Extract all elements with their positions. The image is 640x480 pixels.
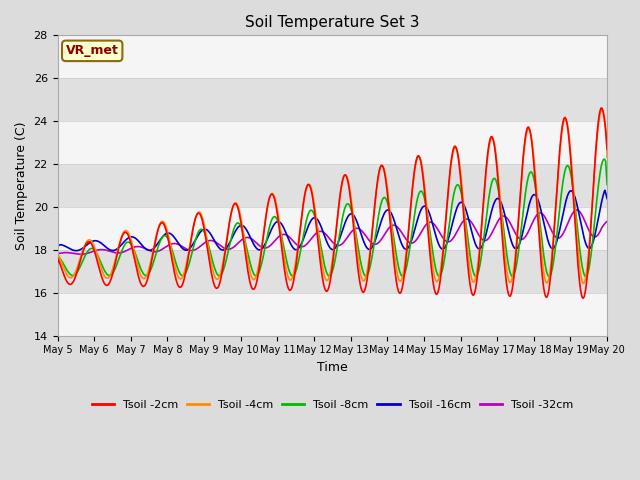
Tsoil -8cm (600, 156, 608, 162)
Tsoil -4cm (63, 273, 71, 278)
Tsoil -32cm (604, 218, 611, 224)
Tsoil -8cm (399, 273, 407, 279)
Tsoil -2cm (415, 154, 423, 159)
Line: Tsoil -2cm: Tsoil -2cm (58, 108, 607, 298)
Tsoil -4cm (176, 276, 184, 282)
Tsoil -8cm (582, 274, 589, 279)
Tsoil -2cm (580, 295, 588, 301)
Bar (58, 121, 607, 164)
Tsoil -16cm (400, 245, 408, 251)
Tsoil -8cm (63, 268, 71, 274)
Tsoil -4cm (54, 254, 61, 260)
Tsoil -8cm (415, 191, 423, 196)
Tsoil -4cm (120, 229, 128, 235)
Title: Soil Temperature Set 3: Soil Temperature Set 3 (245, 15, 420, 30)
Tsoil -16cm (206, 230, 214, 236)
Tsoil -32cm (77, 252, 85, 257)
Tsoil -32cm (416, 232, 424, 238)
Bar (58, 36, 607, 78)
Tsoil -8cm (205, 244, 212, 250)
X-axis label: Time: Time (317, 361, 348, 374)
Tsoil -16cm (54, 243, 61, 249)
Tsoil -4cm (399, 272, 407, 277)
Line: Tsoil -4cm: Tsoil -4cm (58, 110, 607, 283)
Tsoil -16cm (63, 244, 71, 250)
Tsoil -4cm (604, 155, 611, 160)
Tsoil -2cm (54, 260, 61, 265)
Tsoil -32cm (63, 250, 71, 255)
Tsoil -32cm (400, 233, 408, 239)
Tsoil -2cm (598, 105, 605, 111)
Tsoil -16cm (121, 238, 129, 244)
Tsoil -32cm (54, 251, 61, 256)
Tsoil -8cm (54, 257, 61, 263)
Tsoil -16cm (601, 188, 609, 193)
Line: Tsoil -16cm: Tsoil -16cm (58, 191, 607, 251)
Tsoil -4cm (580, 280, 588, 286)
Tsoil -32cm (206, 238, 214, 243)
Tsoil -2cm (399, 281, 407, 287)
Tsoil -4cm (598, 107, 605, 113)
Tsoil -8cm (604, 182, 611, 188)
Tsoil -2cm (120, 230, 128, 236)
Tsoil -4cm (205, 247, 212, 253)
Tsoil -16cm (72, 248, 80, 253)
Line: Tsoil -32cm: Tsoil -32cm (58, 210, 607, 254)
Tsoil -32cm (573, 207, 580, 213)
Tsoil -2cm (176, 285, 184, 290)
Tsoil -4cm (415, 154, 423, 159)
Line: Tsoil -8cm: Tsoil -8cm (58, 159, 607, 276)
Bar (58, 78, 607, 121)
Tsoil -8cm (120, 243, 128, 249)
Y-axis label: Soil Temperature (C): Soil Temperature (C) (15, 121, 28, 250)
Tsoil -32cm (177, 243, 184, 249)
Legend: Tsoil -2cm, Tsoil -4cm, Tsoil -8cm, Tsoil -16cm, Tsoil -32cm: Tsoil -2cm, Tsoil -4cm, Tsoil -8cm, Tsoi… (87, 395, 577, 414)
Tsoil -8cm (176, 270, 184, 276)
Tsoil -16cm (416, 210, 424, 216)
Tsoil -32cm (121, 249, 129, 254)
Bar (58, 207, 607, 250)
Tsoil -16cm (604, 196, 611, 202)
Text: VR_met: VR_met (66, 44, 118, 57)
Bar (58, 164, 607, 207)
Tsoil -2cm (63, 279, 71, 285)
Bar (58, 293, 607, 336)
Tsoil -2cm (205, 255, 212, 261)
Tsoil -2cm (604, 146, 611, 152)
Bar (58, 250, 607, 293)
Tsoil -16cm (177, 243, 184, 249)
